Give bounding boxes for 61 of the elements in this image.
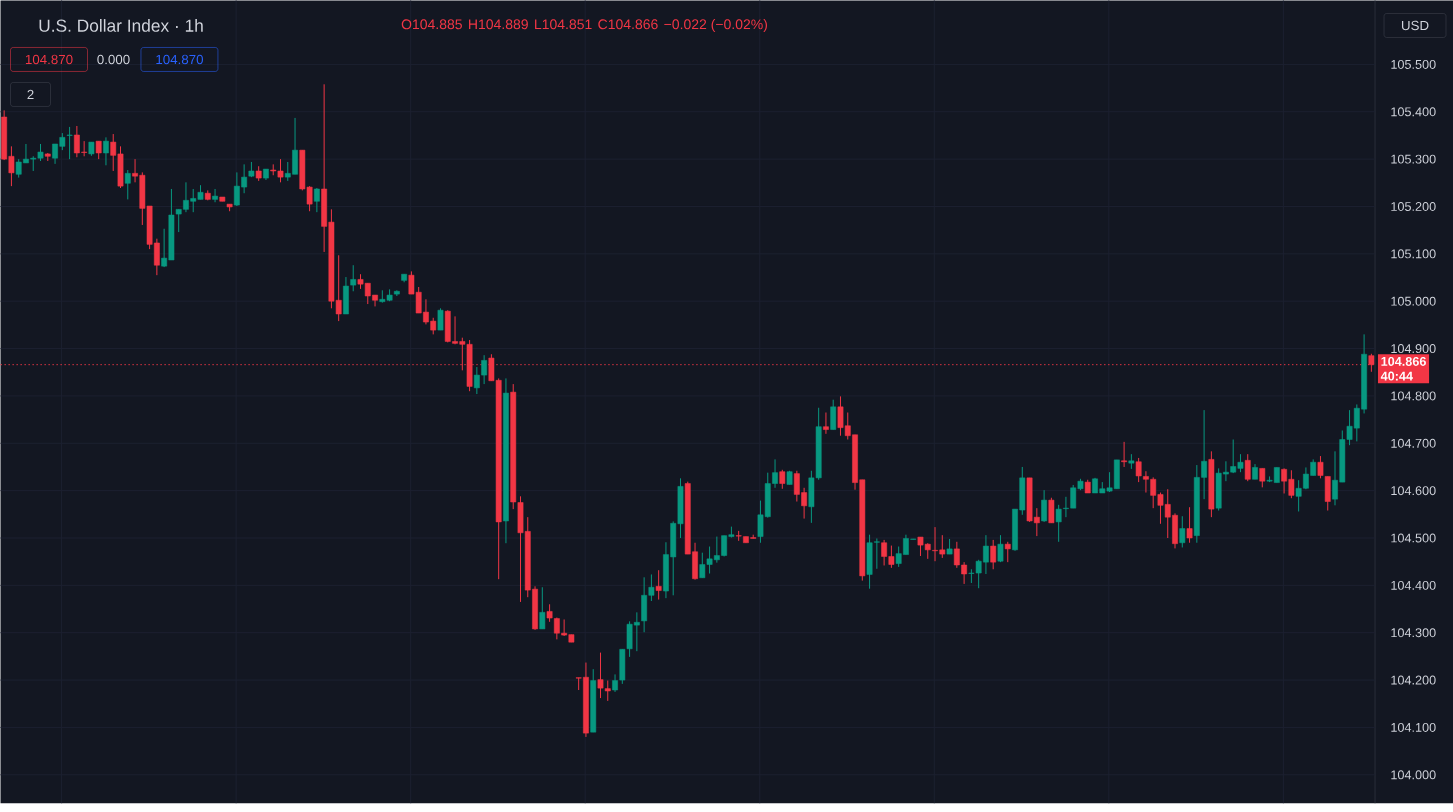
ref-line-label: 104.866 bbox=[1381, 356, 1426, 366]
annotation: H104.889 bbox=[469, 19, 528, 30]
annotation: 104.870 bbox=[25, 54, 73, 65]
candlestick bbox=[990, 539, 997, 570]
candlestick bbox=[830, 399, 837, 430]
candlestick bbox=[946, 538, 953, 555]
candlestick bbox=[219, 196, 226, 202]
candlestick bbox=[44, 152, 51, 162]
candlestick bbox=[539, 586, 546, 630]
y-tick-label: 104.900 bbox=[1391, 343, 1436, 353]
y-tick-label: 105.000 bbox=[1391, 296, 1436, 306]
candlestick bbox=[204, 189, 211, 201]
y-tick-label: 104.000 bbox=[1391, 770, 1436, 780]
text: USD bbox=[1401, 20, 1429, 31]
candlestick bbox=[1179, 515, 1186, 548]
annotation: 2 bbox=[27, 89, 34, 99]
candlestick bbox=[1259, 467, 1266, 488]
y-tick-label: 105.500 bbox=[1391, 59, 1436, 69]
candlestick bbox=[1208, 450, 1215, 518]
candlestick bbox=[1128, 453, 1135, 470]
y-tick-label: 105.400 bbox=[1391, 107, 1436, 117]
candlestick bbox=[1048, 497, 1055, 524]
annotation: 0.000 bbox=[97, 54, 130, 65]
candlestick bbox=[1121, 441, 1127, 468]
candlestick bbox=[66, 126, 73, 160]
candlestick bbox=[1244, 453, 1251, 482]
candlestick bbox=[226, 203, 233, 212]
candlestick bbox=[1186, 506, 1193, 544]
candlestick bbox=[1324, 475, 1331, 511]
candlestick bbox=[212, 188, 218, 203]
annotation: 104.870 bbox=[156, 54, 204, 65]
y-tick-label: 104.800 bbox=[1391, 391, 1436, 401]
candlestick bbox=[255, 165, 262, 182]
candlestick bbox=[997, 534, 1004, 563]
y-tick-label: 104.700 bbox=[1391, 438, 1436, 448]
candlestick bbox=[1084, 479, 1091, 494]
candlestick bbox=[1004, 541, 1011, 563]
y-tick-label: 104.400 bbox=[1391, 580, 1436, 590]
y-tick-label: 104.100 bbox=[1391, 722, 1436, 732]
y-tick-label: 104.300 bbox=[1391, 628, 1436, 638]
y-tick-label: 104.200 bbox=[1391, 675, 1436, 685]
y-tick-label: 105.300 bbox=[1391, 154, 1436, 164]
annotation: O104.885 bbox=[401, 19, 462, 30]
candlestick bbox=[786, 470, 793, 485]
candlestick bbox=[655, 569, 662, 600]
text: 40:44 bbox=[1380, 371, 1413, 381]
candlestick bbox=[437, 307, 444, 331]
annotation: −0.022 (−0.02%) bbox=[664, 18, 767, 32]
candlestick bbox=[1317, 455, 1324, 479]
candlestick bbox=[779, 469, 786, 490]
text: U.S. Dollar Index · 1h bbox=[39, 18, 203, 32]
y-tick-label: 104.600 bbox=[1391, 485, 1436, 495]
y-tick-label: 105.100 bbox=[1391, 249, 1436, 259]
candlestick bbox=[1368, 353, 1375, 373]
annotation: C104.866 bbox=[598, 19, 658, 30]
candlestick bbox=[95, 140, 102, 160]
annotation: L104.851 bbox=[535, 19, 592, 30]
y-tick-label: 104.500 bbox=[1391, 533, 1436, 543]
y-tick-label: 105.200 bbox=[1391, 201, 1436, 211]
candlestick bbox=[88, 141, 95, 157]
candlestick bbox=[124, 169, 131, 200]
